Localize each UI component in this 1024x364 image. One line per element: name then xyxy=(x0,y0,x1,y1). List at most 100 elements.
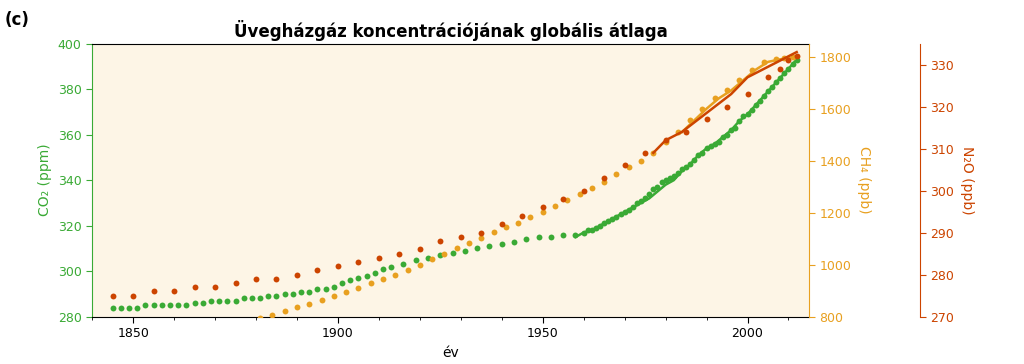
Point xyxy=(375,276,391,282)
Point xyxy=(686,157,702,163)
Point xyxy=(518,237,535,242)
Point xyxy=(121,305,137,310)
Point xyxy=(301,289,317,294)
Point xyxy=(772,66,788,72)
Point xyxy=(768,79,784,85)
Point xyxy=(494,241,510,247)
Point xyxy=(580,227,596,233)
Y-axis label: CO₂ (ppm): CO₂ (ppm) xyxy=(38,144,52,217)
Point xyxy=(436,251,453,257)
Point xyxy=(326,293,342,299)
Point xyxy=(723,127,739,133)
Point xyxy=(215,323,231,329)
Point xyxy=(743,107,760,112)
Point xyxy=(608,171,625,177)
Point xyxy=(657,177,674,183)
Point xyxy=(162,302,178,308)
Point xyxy=(375,266,391,272)
Point xyxy=(469,246,485,252)
Point xyxy=(596,175,612,181)
Point xyxy=(289,304,305,310)
Point xyxy=(473,235,489,241)
Point xyxy=(453,234,469,240)
Point xyxy=(285,291,301,297)
Point xyxy=(596,221,612,226)
Point xyxy=(145,302,162,308)
Point xyxy=(768,56,784,62)
Point xyxy=(276,308,293,314)
Point xyxy=(625,205,641,210)
Point xyxy=(662,175,678,181)
Point xyxy=(743,67,760,72)
Point xyxy=(457,248,473,254)
Point xyxy=(780,66,797,72)
Point xyxy=(420,255,436,261)
Point xyxy=(748,102,764,108)
Point xyxy=(412,246,428,252)
Point xyxy=(252,296,268,301)
Point xyxy=(522,214,539,220)
Point xyxy=(203,298,219,304)
Point xyxy=(330,264,346,269)
Point xyxy=(399,267,416,273)
Text: (c): (c) xyxy=(5,11,30,29)
Point xyxy=(293,289,309,294)
Point xyxy=(739,91,756,97)
Point xyxy=(674,166,690,172)
Point xyxy=(621,164,637,170)
Point xyxy=(567,232,584,238)
X-axis label: év: év xyxy=(442,346,459,360)
Point xyxy=(244,296,260,301)
Point xyxy=(190,327,207,333)
Point xyxy=(252,315,268,321)
Point xyxy=(621,207,637,213)
Point xyxy=(350,259,367,265)
Point xyxy=(707,95,723,101)
Point xyxy=(616,163,633,169)
Point xyxy=(350,285,367,290)
Point xyxy=(645,186,662,192)
Point xyxy=(760,88,776,94)
Point xyxy=(608,214,625,219)
Point xyxy=(690,152,707,158)
Point xyxy=(145,289,162,294)
Point xyxy=(461,240,477,246)
Point xyxy=(641,191,657,197)
Point xyxy=(547,203,563,209)
Point xyxy=(362,281,379,286)
Point xyxy=(575,230,592,236)
Point xyxy=(358,273,375,279)
Point xyxy=(227,280,244,286)
Point xyxy=(326,284,342,290)
Point xyxy=(657,137,674,143)
Point xyxy=(739,111,756,117)
Point xyxy=(264,312,281,317)
Point xyxy=(104,293,121,298)
Point xyxy=(543,234,559,240)
Point xyxy=(555,196,571,202)
Point xyxy=(694,150,711,156)
Point xyxy=(719,132,735,138)
Point xyxy=(756,93,772,99)
Point xyxy=(240,318,256,324)
Point xyxy=(166,289,182,294)
Point xyxy=(616,209,633,215)
Point xyxy=(154,332,170,337)
Point xyxy=(207,284,223,290)
Point xyxy=(719,104,735,110)
Point xyxy=(227,321,244,327)
Point xyxy=(227,298,244,304)
Point xyxy=(752,98,768,103)
Point xyxy=(383,264,399,269)
Point xyxy=(481,243,498,249)
Point xyxy=(629,200,645,206)
Point xyxy=(657,139,674,145)
Point xyxy=(637,150,653,156)
Point xyxy=(592,223,608,229)
Point xyxy=(584,185,600,191)
Point xyxy=(506,239,522,245)
Point xyxy=(788,57,805,63)
Y-axis label: N₂O (ppb): N₂O (ppb) xyxy=(959,146,974,214)
Point xyxy=(408,257,424,263)
Point xyxy=(395,261,412,267)
